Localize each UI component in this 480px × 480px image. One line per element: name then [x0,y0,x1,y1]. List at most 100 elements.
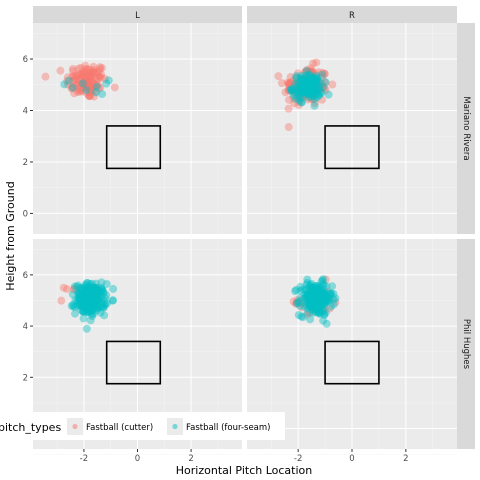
data-point [78,294,86,303]
data-point [300,83,309,92]
data-point [306,81,315,90]
data-point [315,297,324,306]
data-point [77,73,86,82]
data-point [302,76,311,85]
data-point [97,284,106,293]
data-point [98,90,107,99]
data-point [303,290,312,299]
data-point [41,72,50,81]
data-point [96,289,105,298]
data-point [322,293,331,302]
data-point [82,288,91,297]
data-point [95,65,104,74]
data-point [77,303,86,312]
strike-zone [324,340,380,385]
data-point [306,287,315,296]
data-point [78,296,87,305]
data-point [318,70,327,79]
data-point [80,291,89,300]
data-point [85,298,94,307]
data-point [313,302,322,311]
data-point [75,82,84,91]
data-point [80,303,89,312]
data-point [86,286,95,295]
data-point [309,294,318,303]
data-point [299,84,308,93]
data-point [284,123,293,132]
data-point [68,67,77,76]
data-point [306,87,315,96]
data-point [76,86,85,94]
data-point [311,294,320,303]
data-point [85,296,94,305]
data-point [75,296,84,305]
data-point [303,80,312,89]
data-point [324,90,333,99]
data-point [315,294,324,303]
data-point [300,302,309,311]
x-tick-label: 0 [349,454,354,464]
data-point [86,292,95,301]
data-point [323,287,332,296]
data-point [312,93,321,102]
points-L-1 [57,278,118,333]
data-point [311,84,320,93]
data-point [296,90,305,99]
data-point [311,296,320,305]
data-point [321,297,330,306]
data-point [329,300,338,309]
data-point [301,87,310,96]
data-point [306,298,315,307]
data-point [78,284,87,293]
data-point [302,86,311,95]
data-point [316,84,325,93]
data-point [90,296,99,305]
data-point [97,302,106,311]
data-point [292,72,301,81]
data-point [88,312,97,321]
data-point [313,287,322,296]
data-point [87,298,96,307]
data-point [289,88,298,97]
data-point [308,84,317,93]
data-point [312,290,321,299]
y-tick-label: 6 [23,55,28,65]
data-point [312,298,321,307]
data-point [311,294,320,303]
data-point [88,290,97,299]
data-point [303,77,312,86]
data-point [81,307,90,316]
data-point [315,84,324,93]
data-point [305,302,314,311]
data-point [301,80,310,89]
data-point [313,291,322,300]
data-point [74,289,83,298]
data-point [85,297,94,306]
data-point [77,293,86,302]
data-point [70,309,79,318]
data-point [306,293,315,302]
data-point [313,286,322,295]
data-point [307,74,316,83]
data-point [303,79,312,88]
data-point [84,82,93,91]
data-point [82,324,91,333]
data-point [86,72,95,81]
data-point [290,86,299,95]
data-point [83,278,92,287]
x-tick-label: 0 [135,454,140,464]
data-point [93,306,102,315]
data-point [68,83,76,92]
data-point [310,86,319,95]
data-point [321,308,330,317]
data-point [306,290,315,299]
data-point [95,286,104,295]
data-point [312,282,321,291]
data-point [83,294,92,303]
data-point [290,99,299,108]
data-point [110,83,119,92]
data-point [306,301,315,310]
data-point [310,294,319,303]
data-point [79,301,88,310]
y-tick-label: 2 [23,158,28,168]
